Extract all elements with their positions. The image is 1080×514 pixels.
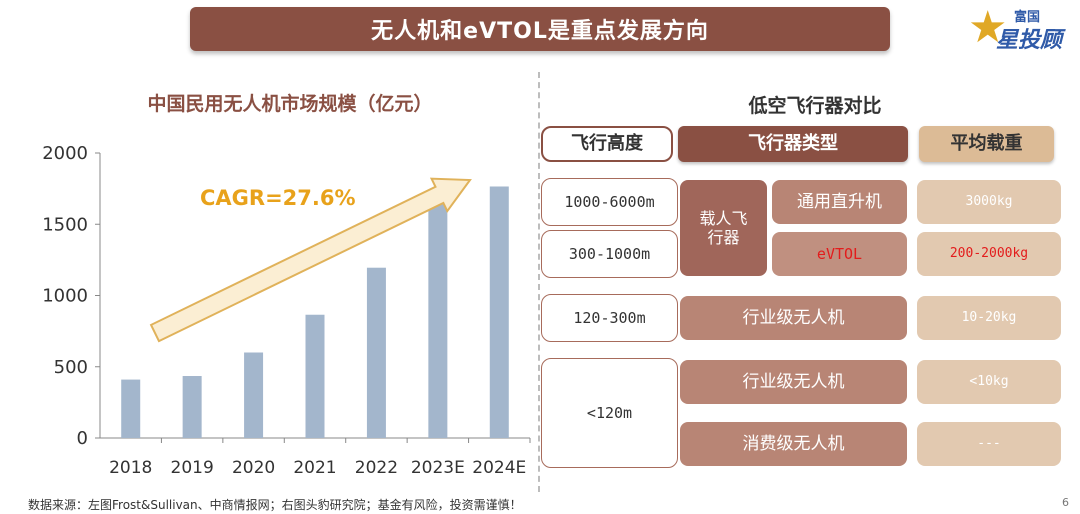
- bar: [489, 186, 509, 438]
- x-tick-label: 2019: [171, 458, 214, 478]
- chart-title: 中国民用无人机市场规模（亿元）: [147, 93, 433, 115]
- load-cell: ---: [917, 422, 1061, 466]
- header-load: 平均载重: [919, 126, 1054, 162]
- bar: [182, 376, 202, 438]
- brand-logo: ★ 富国 星投顾: [968, 2, 1076, 54]
- y-tick-label: 1000: [42, 286, 88, 307]
- aircraft-type-cell: 行业级无人机: [680, 360, 907, 404]
- x-tick-label: 2020: [232, 458, 275, 478]
- comparison-title: 低空飞行器对比: [748, 95, 882, 117]
- bar: [121, 379, 141, 438]
- bar: [244, 352, 264, 438]
- load-cell: 10-20kg: [917, 296, 1061, 340]
- altitude-cell: 300-1000m: [541, 230, 678, 278]
- section-divider: [538, 72, 540, 492]
- bar: [366, 267, 386, 438]
- y-tick-label: 1500: [42, 214, 88, 235]
- aircraft-type-cell: 行业级无人机: [680, 296, 907, 340]
- header-type: 飞行器类型: [678, 126, 908, 162]
- page-number: 6: [1062, 496, 1069, 509]
- y-tick-label: 0: [77, 428, 88, 449]
- star-icon: ★: [968, 2, 1008, 53]
- bar: [305, 314, 325, 438]
- logo-big-text: 星投顾: [996, 28, 1063, 53]
- aircraft-type-cell: 消费级无人机: [680, 422, 907, 466]
- load-cell: <10kg: [917, 360, 1061, 404]
- load-cell: 3000kg: [917, 180, 1061, 224]
- page-title: 无人机和eVTOL是重点发展方向: [190, 7, 890, 51]
- load-cell: 200-2000kg: [917, 232, 1061, 276]
- aircraft-type-cell: eVTOL: [772, 232, 907, 276]
- y-tick-label: 500: [54, 357, 88, 378]
- logo-small-text: 富国: [1014, 10, 1041, 25]
- x-tick-label: 2022: [355, 458, 398, 478]
- x-tick-label: 2018: [109, 458, 152, 478]
- altitude-cell: 1000-6000m: [541, 178, 678, 226]
- market-size-chart: 0 500 1000 1500 2000 2018 2019 2020 2021 2022 2023…: [42, 143, 531, 478]
- x-tick-label: 2021: [293, 458, 336, 478]
- source-footnote: 数据来源：左图Frost&Sullivan、中商情报网；右图头豹研究院；基金有风…: [28, 498, 522, 512]
- bar: [428, 202, 448, 438]
- y-tick-label: 2000: [42, 143, 88, 164]
- x-tick-label: 2024E: [472, 458, 526, 478]
- growth-arrow: [149, 177, 472, 343]
- manned-aircraft-group: 载人飞行器: [680, 180, 767, 276]
- cagr-annotation: CAGR=27.6%: [200, 186, 356, 210]
- aircraft-type-cell: 通用直升机: [772, 180, 907, 224]
- altitude-cell: 120-300m: [541, 294, 678, 342]
- x-tick-label: 2023E: [411, 458, 465, 478]
- header-altitude: 飞行高度: [541, 126, 673, 162]
- altitude-cell: <120m: [541, 358, 678, 468]
